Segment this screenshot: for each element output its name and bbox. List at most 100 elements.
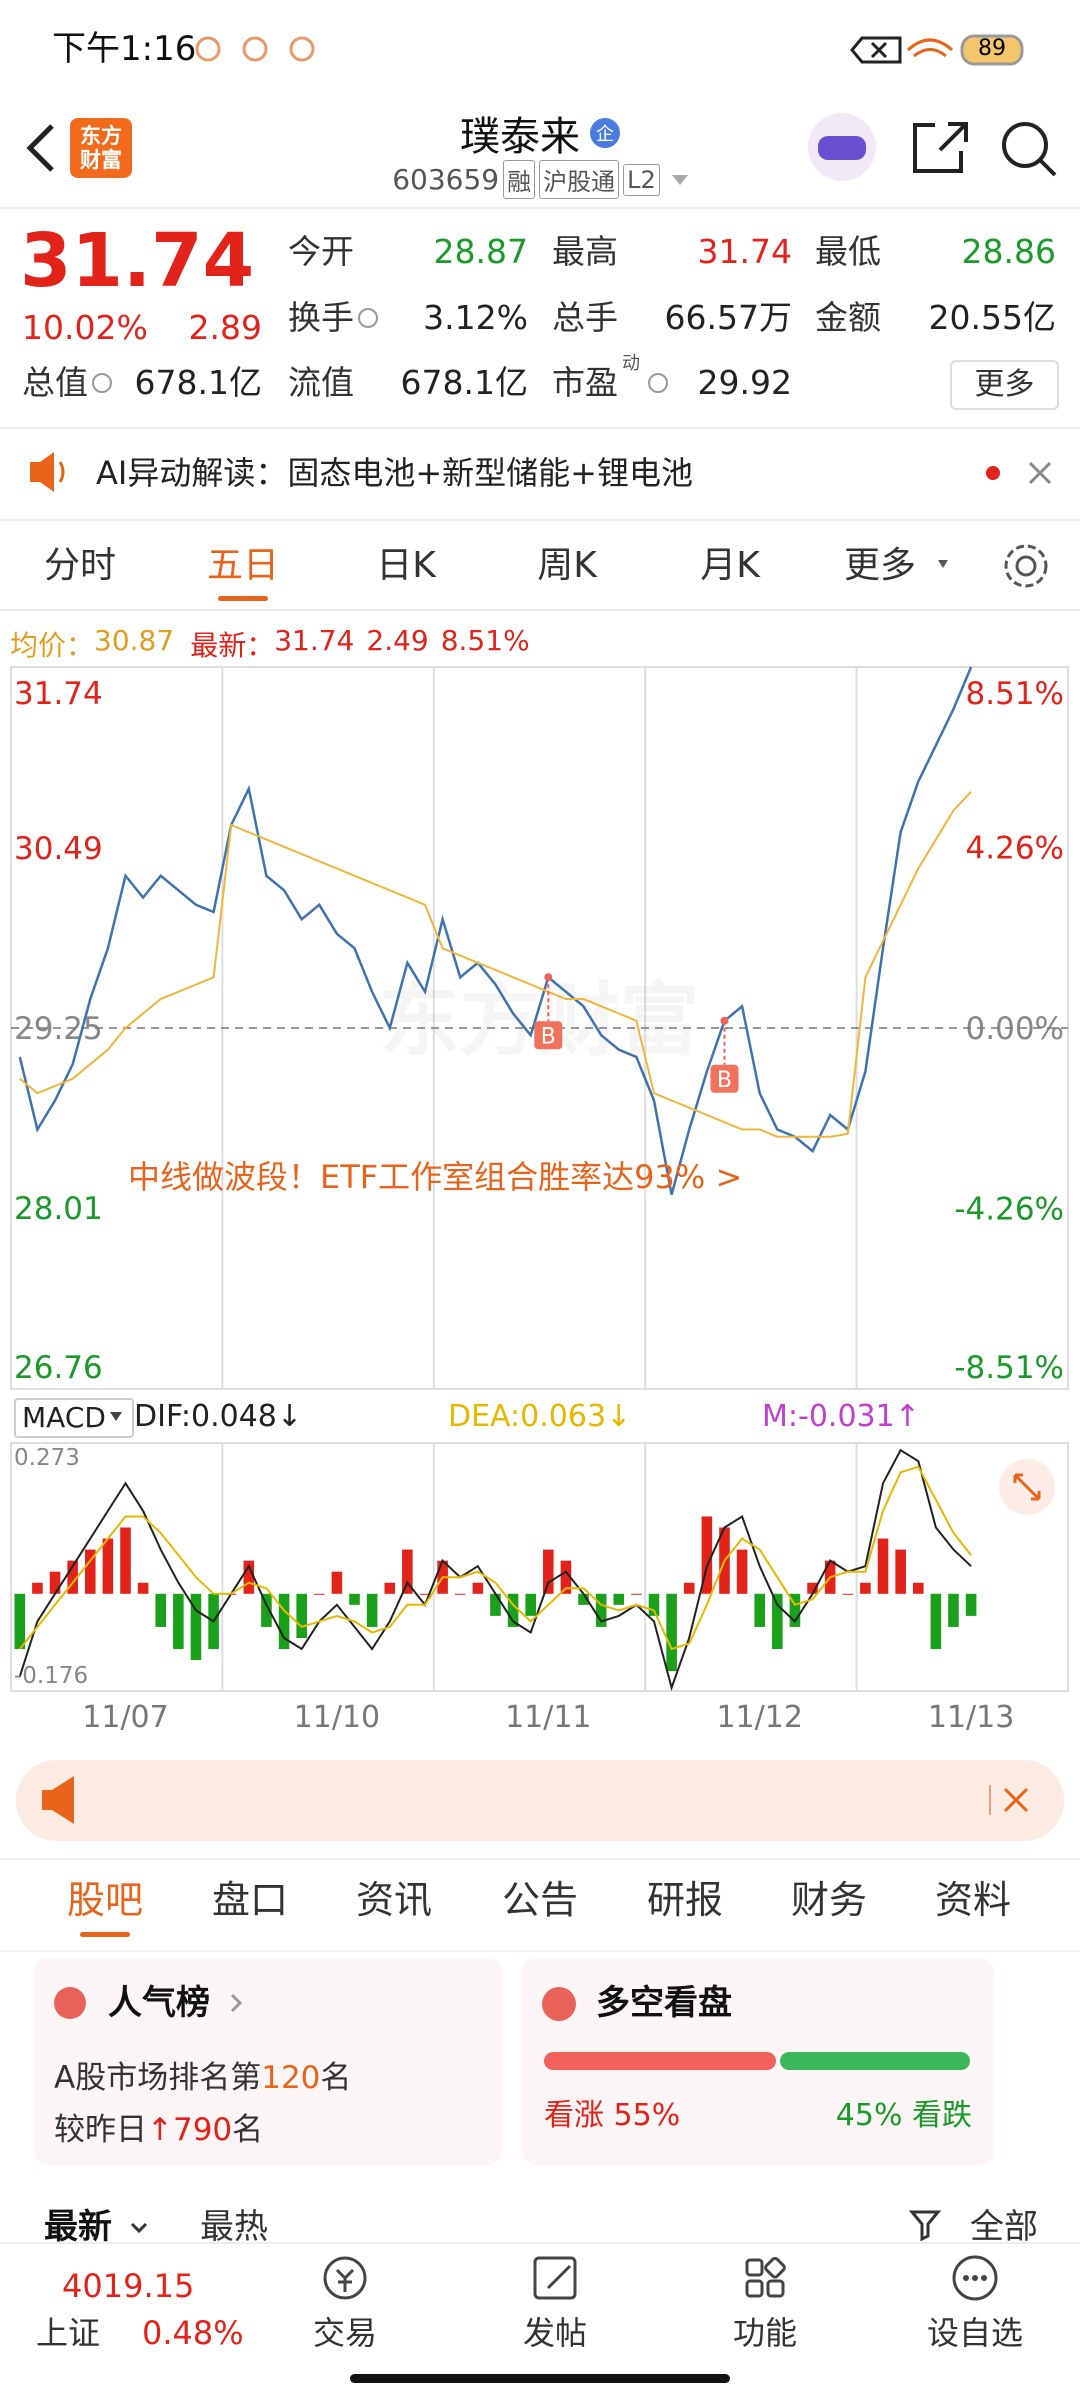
alert-dot	[986, 466, 1000, 480]
macd-bar	[772, 1593, 783, 1650]
y2-tick-label: 0.00%	[966, 1011, 1064, 1047]
y-tick-label: 28.01	[14, 1191, 103, 1227]
macd-bar	[384, 1582, 396, 1594]
sentiment-icon	[542, 1987, 576, 2021]
macd-bar	[525, 1593, 536, 1616]
nav-item[interactable]: 功能	[732, 2314, 797, 2352]
last-pct: 8.51%	[440, 624, 530, 657]
avg-value: 30.87	[94, 624, 175, 657]
macd-line	[18, 1448, 972, 1692]
macd-legend: M:-0.031↑	[762, 1399, 920, 1434]
y2-tick-label: -4.26%	[954, 1192, 1064, 1228]
macd-bar	[807, 1582, 818, 1594]
feed-tab[interactable]: 最新	[44, 2207, 112, 2247]
chart-tab[interactable]: 五日	[206, 545, 279, 586]
title-row: 璞泰来 企	[0, 104, 1080, 162]
filter-icon[interactable]	[908, 2210, 942, 2242]
macd-bar	[49, 1571, 61, 1594]
macd-bar	[631, 1593, 642, 1595]
section-tab[interactable]: 盘口	[211, 1878, 288, 1922]
macd-bar	[190, 1593, 202, 1661]
macd-tick-label: -0.176	[14, 1663, 88, 1689]
last-label: 最新：	[190, 629, 275, 662]
macd-bar	[349, 1593, 360, 1605]
macd-bar	[578, 1593, 589, 1605]
text: 名	[320, 2060, 352, 2096]
back-button[interactable]	[26, 124, 54, 172]
section-tab[interactable]: 研报	[646, 1878, 723, 1922]
trade-badge	[534, 1021, 563, 1050]
index-value[interactable]: 4019.15	[62, 2267, 195, 2305]
section-tab[interactable]: 资料	[934, 1878, 1011, 1922]
macd-bar	[454, 1593, 466, 1595]
banner-text[interactable]: 中线做波段！ETF工作室组合胜率达93% >	[128, 1158, 743, 1196]
chart-tab[interactable]: 日K	[376, 545, 436, 586]
banner-bg[interactable]	[16, 1760, 1064, 1841]
info-icon	[648, 373, 668, 393]
macd-bar	[366, 1593, 378, 1627]
market-tag: L2	[623, 163, 660, 196]
stat-label: 流值	[288, 363, 354, 402]
y-tick-label: 29.25	[14, 1011, 103, 1047]
stat-label: 最低	[815, 232, 881, 271]
nav-item[interactable]: 发帖	[522, 2314, 587, 2352]
text: 名	[232, 2112, 264, 2148]
macd-bar	[683, 1582, 695, 1594]
stat-value: 28.86	[961, 232, 1056, 271]
bull-line: 看涨 55%	[544, 2090, 680, 2134]
chart-tab[interactable]: 月K	[700, 545, 760, 586]
trade-label: B	[717, 1068, 732, 1093]
stat-value: 28.87	[433, 232, 528, 271]
index-name[interactable]: 上证	[36, 2314, 101, 2352]
close-ai[interactable]	[1028, 461, 1052, 485]
rank-change-line: 较昨日↑790名	[54, 2112, 264, 2148]
macd-bar	[84, 1549, 96, 1594]
indicator-select[interactable]: MACD	[14, 1398, 134, 1438]
y-tick-label: 26.76	[14, 1350, 103, 1386]
share-button[interactable]	[913, 122, 968, 173]
avatar-face	[818, 136, 866, 160]
macd-bar	[842, 1593, 854, 1595]
chart-tab[interactable]: 分时	[43, 545, 116, 586]
nav-item[interactable]: 设自选	[926, 2314, 1023, 2352]
settings-button[interactable]	[1004, 544, 1048, 588]
ai-summary[interactable]: AI异动解读：固态电池+新型储能+锂电池	[96, 454, 693, 492]
stat-value: 678.1亿	[400, 363, 528, 402]
x-tick-label: 11/07	[82, 1700, 168, 1735]
feed-tab[interactable]: 最热	[200, 2207, 268, 2247]
search-button[interactable]	[1002, 122, 1057, 177]
macd-bar	[948, 1593, 959, 1627]
popularity-card[interactable]	[34, 1958, 502, 2165]
macd-bar	[155, 1593, 167, 1627]
section-tab[interactable]: 股吧	[66, 1878, 143, 1922]
macd-bar	[789, 1593, 801, 1627]
battery-level: 89	[978, 36, 1006, 61]
index-pct[interactable]: 0.48%	[142, 2314, 244, 2352]
section-tab[interactable]: 资讯	[355, 1878, 432, 1922]
section-tab[interactable]: 公告	[501, 1878, 578, 1922]
chart-tab[interactable]: 周K	[537, 545, 597, 586]
bottom-nav: 4019.15 上证 0.48% 交易 发帖 功能 设自选	[0, 2242, 1080, 2400]
macd-bar	[595, 1593, 607, 1627]
sentiment-bear	[780, 2052, 970, 2070]
bull-label: 看涨	[544, 2098, 604, 2133]
banner-close[interactable]	[1003, 1787, 1029, 1813]
trade-label: B	[541, 1024, 556, 1049]
stat-label: 最高	[552, 232, 618, 271]
chart-tab[interactable]: 更多	[843, 545, 916, 586]
macd-bar	[490, 1593, 501, 1616]
section-tab[interactable]: 财务	[790, 1878, 867, 1922]
stock-name: 璞泰来	[460, 114, 580, 160]
feed-filter[interactable]: 全部	[970, 2207, 1038, 2247]
stat-value: 29.92	[697, 363, 792, 402]
stock-code: 603659	[392, 163, 500, 196]
speaker-wave	[58, 461, 65, 483]
macd-bar	[32, 1582, 43, 1594]
watermark: 东方财富	[380, 974, 700, 1067]
code-row: 603659 融沪股通 L2	[0, 160, 1080, 199]
divider	[0, 1950, 1080, 1952]
more-button[interactable]: 更多	[950, 360, 1059, 410]
nav-item[interactable]: 交易	[312, 2314, 377, 2352]
macd-bar	[402, 1549, 413, 1594]
